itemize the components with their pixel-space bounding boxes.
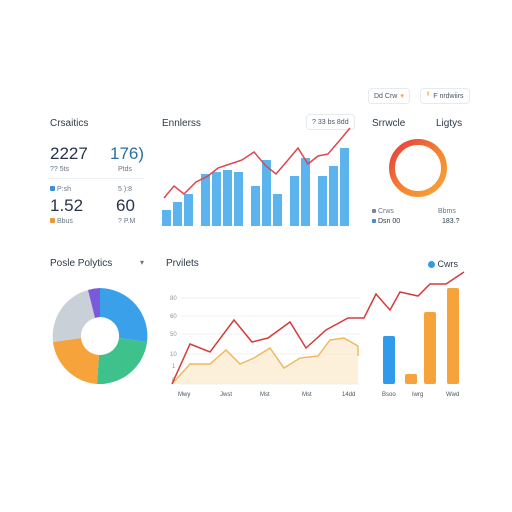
ring-value-left-text: Dsn 00 bbox=[377, 218, 401, 225]
legend-swatch-blue bbox=[372, 219, 376, 223]
ring-legend-left: Crws bbox=[372, 208, 394, 215]
series-line bbox=[171, 271, 465, 385]
chevron-down-icon: ▾ bbox=[400, 93, 404, 100]
legend-swatch-blue bbox=[50, 186, 55, 191]
kpi-value-4: 60 bbox=[116, 196, 135, 215]
trend-card: Ennlerss ? 33 bs 8dd bbox=[156, 110, 356, 230]
x-tick-label: Mwy bbox=[178, 392, 190, 398]
combo-legend: Cwrs bbox=[428, 259, 458, 269]
ring-title: Srrwcle bbox=[372, 118, 406, 129]
x-tick-label: Bsoo bbox=[382, 392, 396, 398]
legend-swatch-orange bbox=[50, 218, 55, 223]
kpi-sub-2: Ptds bbox=[118, 166, 133, 173]
pie-slice-orange bbox=[53, 338, 99, 384]
combo-card: Prvilets Cwrs 80 60 50 10 1 0 Mwy Jwst bbox=[160, 250, 472, 400]
x-tick-label: Jwst bbox=[220, 392, 232, 398]
trend-bar bbox=[301, 158, 310, 226]
trend-chart bbox=[162, 127, 351, 226]
bar-orange-small bbox=[405, 374, 417, 384]
ring-legend-left-text: Crws bbox=[377, 208, 394, 215]
trend-bars bbox=[162, 148, 349, 226]
ring-value-right: 183.? bbox=[442, 218, 460, 225]
trend-bar bbox=[212, 172, 221, 226]
legend-swatch-blue bbox=[428, 261, 435, 269]
kpi-value-2: 176) bbox=[110, 144, 145, 163]
trend-bar bbox=[290, 176, 299, 226]
bar-blue bbox=[383, 336, 395, 384]
bar-orange-tall bbox=[447, 288, 459, 384]
bar-orange-mid bbox=[424, 312, 436, 384]
pie-slice-gray bbox=[52, 290, 95, 342]
ring-arc bbox=[389, 139, 447, 197]
date-range-dropdown[interactable]: Dd Crw ▾ bbox=[368, 88, 410, 104]
date-range-label: Dd Crw bbox=[374, 92, 398, 100]
trend-bar bbox=[318, 176, 327, 226]
pie-slice-blue bbox=[100, 288, 148, 342]
y-tick-label: 60 bbox=[170, 314, 177, 320]
pie-title: Posle Polytics bbox=[50, 258, 113, 269]
ring-value-left: Dsn 00 bbox=[372, 218, 400, 225]
trend-bar bbox=[162, 210, 171, 226]
pie-card: Posle Polytics ▾ bbox=[44, 250, 152, 400]
trend-bar bbox=[273, 194, 282, 226]
area-line bbox=[171, 337, 359, 385]
x-tick-label: Mst bbox=[302, 392, 312, 398]
kpi-legend-3: Bbus bbox=[50, 218, 73, 225]
kpi-value-1: 2227 bbox=[50, 144, 88, 163]
trend-bar bbox=[173, 202, 182, 226]
trend-bar bbox=[340, 148, 349, 226]
kpi-card: Crsaitics 2227 176) ?? 5ts Ptds P:sh 5 )… bbox=[44, 110, 148, 230]
kpi-legend-4: ? P.M bbox=[118, 218, 136, 225]
kpi-divider bbox=[48, 178, 144, 179]
ring-legend-right: Bbms bbox=[438, 208, 456, 215]
filter-icon: ╹ bbox=[426, 93, 431, 100]
ring-chart bbox=[389, 139, 447, 197]
kpi-legend-1-text: P:sh bbox=[56, 186, 71, 193]
trend-bar bbox=[251, 186, 260, 226]
x-tick-label: Iwrg bbox=[412, 392, 423, 398]
pie-slice-purple bbox=[88, 288, 100, 318]
chevron-down-icon[interactable]: ▾ bbox=[140, 258, 145, 267]
kpi-value-3: 1.52 bbox=[50, 196, 84, 215]
filter-label: F nrdwiirs bbox=[433, 92, 464, 100]
kpi-legend-2: 5 ):8 bbox=[118, 186, 133, 193]
trend-bar bbox=[234, 172, 243, 226]
pie-slice-green bbox=[97, 338, 147, 385]
trend-bar bbox=[201, 174, 210, 226]
kpi-legend-1: P:sh bbox=[50, 186, 71, 193]
pie-chart bbox=[52, 288, 148, 385]
filter-button[interactable]: ╹ F nrdwiirs bbox=[420, 88, 470, 104]
x-tick-label: 14dd bbox=[342, 392, 355, 398]
area-fill bbox=[172, 338, 358, 384]
y-tick-label: 1 bbox=[172, 364, 176, 370]
trend-title: Ennlerss bbox=[162, 118, 201, 129]
x-tick-label: Mst bbox=[260, 392, 270, 398]
ring-card: Srrwcle Ligtys Crws Bbms Dsn 00 183.? bbox=[366, 110, 470, 230]
combo-legend-text: Cwrs bbox=[437, 259, 459, 269]
trend-range-badge[interactable]: ? 33 bs 8dd bbox=[306, 114, 355, 130]
x-tick-label: Wwd bbox=[446, 392, 459, 398]
ring-title-right: Ligtys bbox=[436, 118, 463, 129]
kpi-sub-1: ?? 5ts bbox=[50, 166, 70, 173]
y-tick-label: 50 bbox=[170, 332, 177, 338]
combo-title: Prvilets bbox=[166, 258, 199, 269]
kpi-legend-3-text: Bbus bbox=[56, 218, 73, 225]
kpi-title: Crsaitics bbox=[50, 118, 89, 129]
y-axis-ticks: 80 60 50 10 1 0 bbox=[170, 296, 177, 384]
trend-bar bbox=[184, 194, 193, 226]
trend-bar bbox=[223, 170, 232, 226]
trend-line bbox=[163, 127, 351, 199]
y-tick-label: 10 bbox=[170, 352, 177, 358]
y-tick-label: 80 bbox=[170, 296, 177, 302]
x-axis-labels: Mwy Jwst Mst Mst 14dd Bsoo Iwrg Wwd bbox=[178, 392, 459, 398]
legend-swatch-gray bbox=[372, 209, 376, 213]
trend-range-label: ? 33 bs 8dd bbox=[312, 118, 349, 126]
trend-bar bbox=[262, 160, 271, 226]
trend-bar bbox=[329, 166, 338, 226]
combo-chart: 80 60 50 10 1 0 Mwy Jwst Mst Mst 14dd Bs… bbox=[170, 271, 465, 398]
